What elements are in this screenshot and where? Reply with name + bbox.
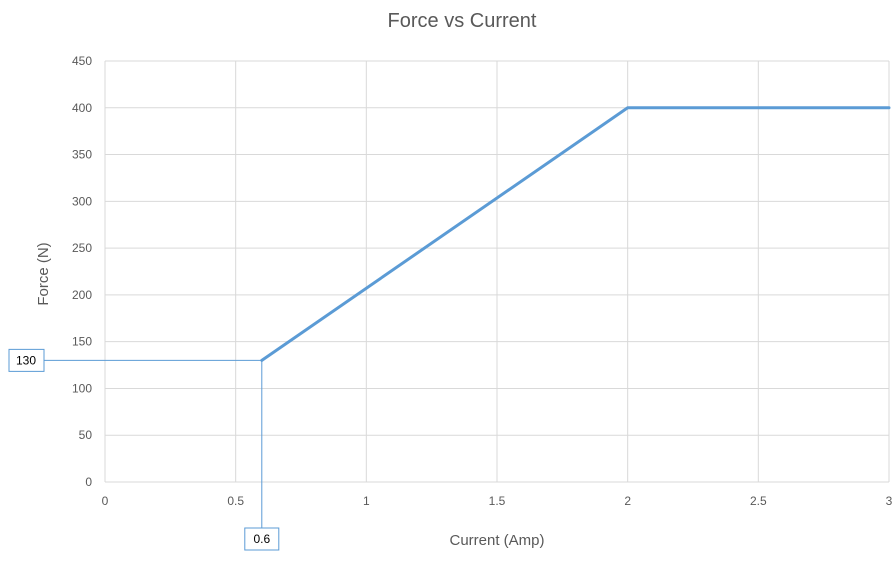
grid [104,60,890,483]
x-tick-label: 1 [363,494,370,508]
y-tick-label: 250 [72,241,92,255]
y-axis-label: Force (N) [35,242,52,305]
chart-title: Force vs Current [388,10,537,32]
y-tick-label: 350 [72,148,92,162]
x-callout-box [244,527,280,551]
annotations: 130 0.6 [8,348,280,551]
x-tick-label: 0 [102,494,109,508]
x-callout-label: 0.6 [253,532,270,546]
y-tick-label: 450 [72,54,92,68]
y-tick-label: 200 [72,288,92,302]
y-tick-label: 400 [72,101,92,115]
y-tick-label: 100 [72,381,92,395]
x-axis-ticks: 0 0.5 1 1.5 2 2.5 3 [102,494,893,508]
x-tick-label: 2.5 [750,494,767,508]
y-tick-label: 50 [79,428,93,442]
x-tick-label: 2 [624,494,631,508]
y-callout-label: 130 [16,353,36,367]
y-axis-ticks: 0 50 100 150 200 250 300 350 400 450 [72,54,92,489]
y-callout-box [8,348,45,372]
series-layer [260,106,891,362]
y-tick-label: 0 [85,475,92,489]
series-line [260,106,891,362]
x-tick-label: 1.5 [489,494,506,508]
x-tick-label: 3 [886,494,893,508]
x-axis-label: Current (Amp) [449,532,544,549]
x-tick-label: 0.5 [227,494,244,508]
y-tick-label: 150 [72,335,92,349]
y-tick-label: 300 [72,194,92,208]
